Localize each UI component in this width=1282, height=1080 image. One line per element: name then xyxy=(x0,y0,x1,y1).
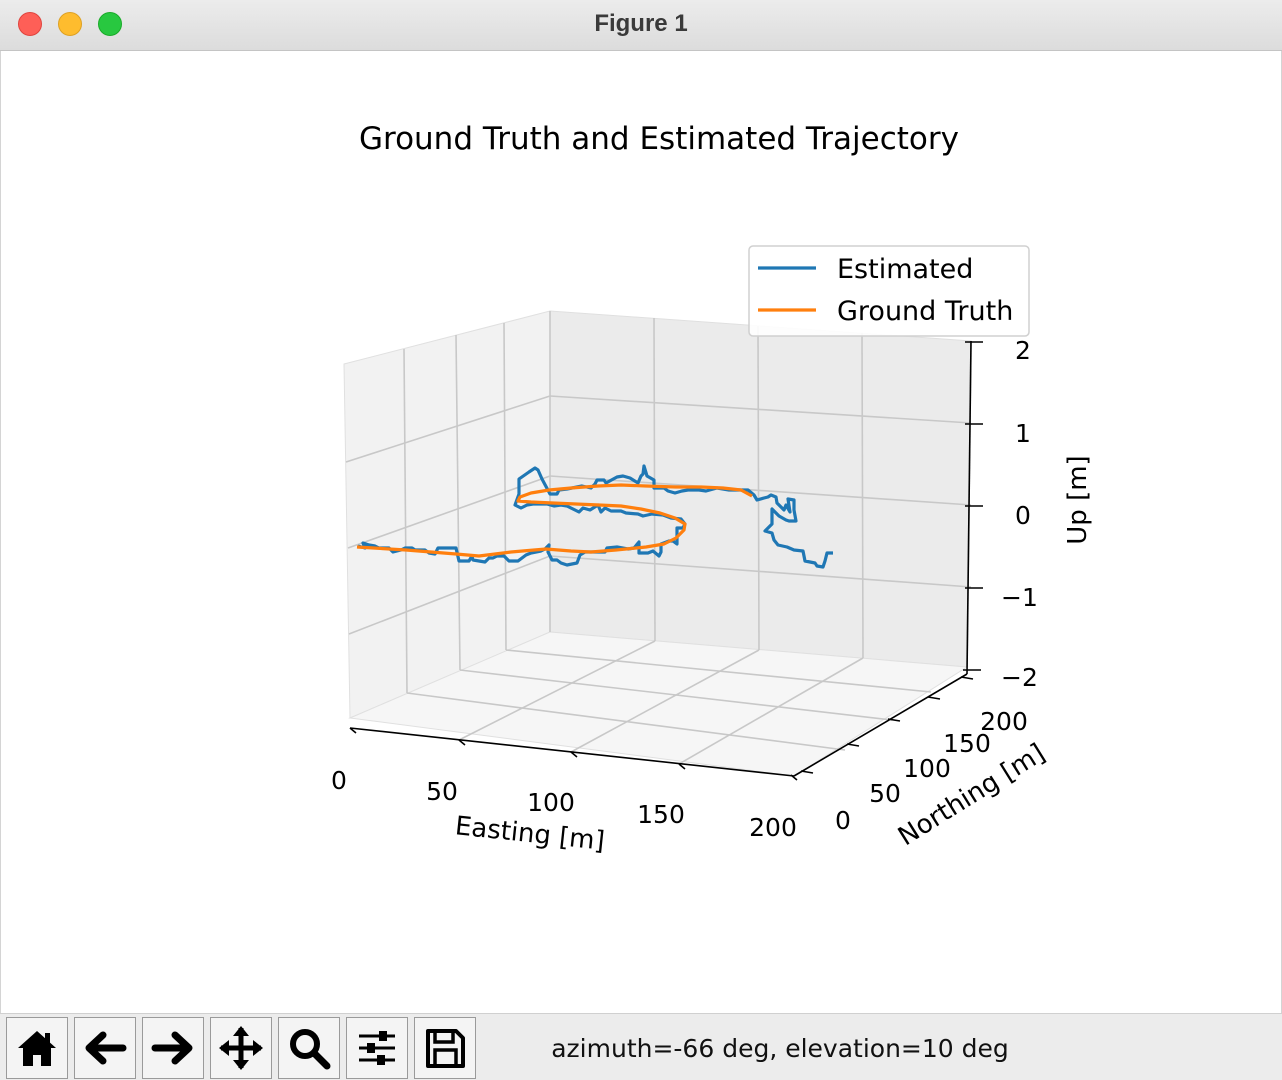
window-titlebar: Figure 1 xyxy=(0,0,1282,51)
axis-ticks xyxy=(349,341,983,781)
z-tick-label: 2 xyxy=(1015,336,1031,365)
coordinate-status: azimuth=-66 deg, elevation=10 deg xyxy=(551,1034,1009,1063)
pan-button[interactable] xyxy=(210,1017,272,1079)
back-button[interactable] xyxy=(74,1017,136,1079)
back-arrow-icon xyxy=(85,1031,127,1065)
z-tick-label: −2 xyxy=(1001,663,1038,692)
save-button[interactable] xyxy=(414,1017,476,1079)
y-tick-label: 200 xyxy=(980,707,1028,736)
zoom-magnifier-icon xyxy=(290,1029,331,1070)
x-tick-label: 150 xyxy=(637,800,685,829)
legend-label-ground-truth: Ground Truth xyxy=(837,296,1013,327)
minimize-window-button[interactable] xyxy=(58,12,82,36)
legend: Estimated Ground Truth xyxy=(748,245,1030,337)
x-axis-label: Easting [m] xyxy=(454,811,607,857)
y-tick-label: 100 xyxy=(903,754,951,783)
x-tick-label: 0 xyxy=(331,766,347,795)
chart-title: Ground Truth and Estimated Trajectory xyxy=(359,121,959,157)
close-window-button[interactable] xyxy=(18,12,42,36)
home-icon xyxy=(18,1031,56,1066)
x-tick-label: 50 xyxy=(426,777,458,806)
save-floppy-icon xyxy=(426,1029,465,1068)
figure-canvas[interactable]: 0 50 100 150 200 0 50 100 150 200 2 1 0 … xyxy=(0,51,1282,1013)
series-line-ground-truth xyxy=(356,483,753,558)
plot-3d[interactable]: 0 50 100 150 200 0 50 100 150 200 2 1 0 … xyxy=(1,51,1281,1013)
pan-move-icon xyxy=(219,1026,263,1070)
configure-subplots-button[interactable] xyxy=(346,1017,408,1079)
forward-button[interactable] xyxy=(142,1017,204,1079)
home-button[interactable] xyxy=(6,1017,68,1079)
zoom-button[interactable] xyxy=(278,1017,340,1079)
x-tick-label: 200 xyxy=(749,813,797,842)
zoom-window-button[interactable] xyxy=(98,12,122,36)
forward-arrow-icon xyxy=(151,1031,193,1065)
x-tick-label: 100 xyxy=(527,788,575,817)
z-tick-label: 0 xyxy=(1015,501,1031,530)
z-tick-label: −1 xyxy=(1001,583,1038,612)
y-tick-label: 150 xyxy=(943,729,991,758)
legend-frame xyxy=(748,245,1030,337)
legend-label-estimated: Estimated xyxy=(837,254,973,285)
series-line-estimated xyxy=(357,464,833,569)
back-pane xyxy=(549,310,972,668)
y-tick-label: 50 xyxy=(869,779,901,808)
z-axis-label: Up [m] xyxy=(1063,455,1093,544)
configure-subplots-icon xyxy=(359,1031,395,1065)
window-title: Figure 1 xyxy=(594,10,688,37)
navigation-toolbar: azimuth=-66 deg, elevation=10 deg xyxy=(0,1013,1282,1080)
y-tick-label: 0 xyxy=(835,806,851,835)
z-tick-label: 1 xyxy=(1015,419,1031,448)
